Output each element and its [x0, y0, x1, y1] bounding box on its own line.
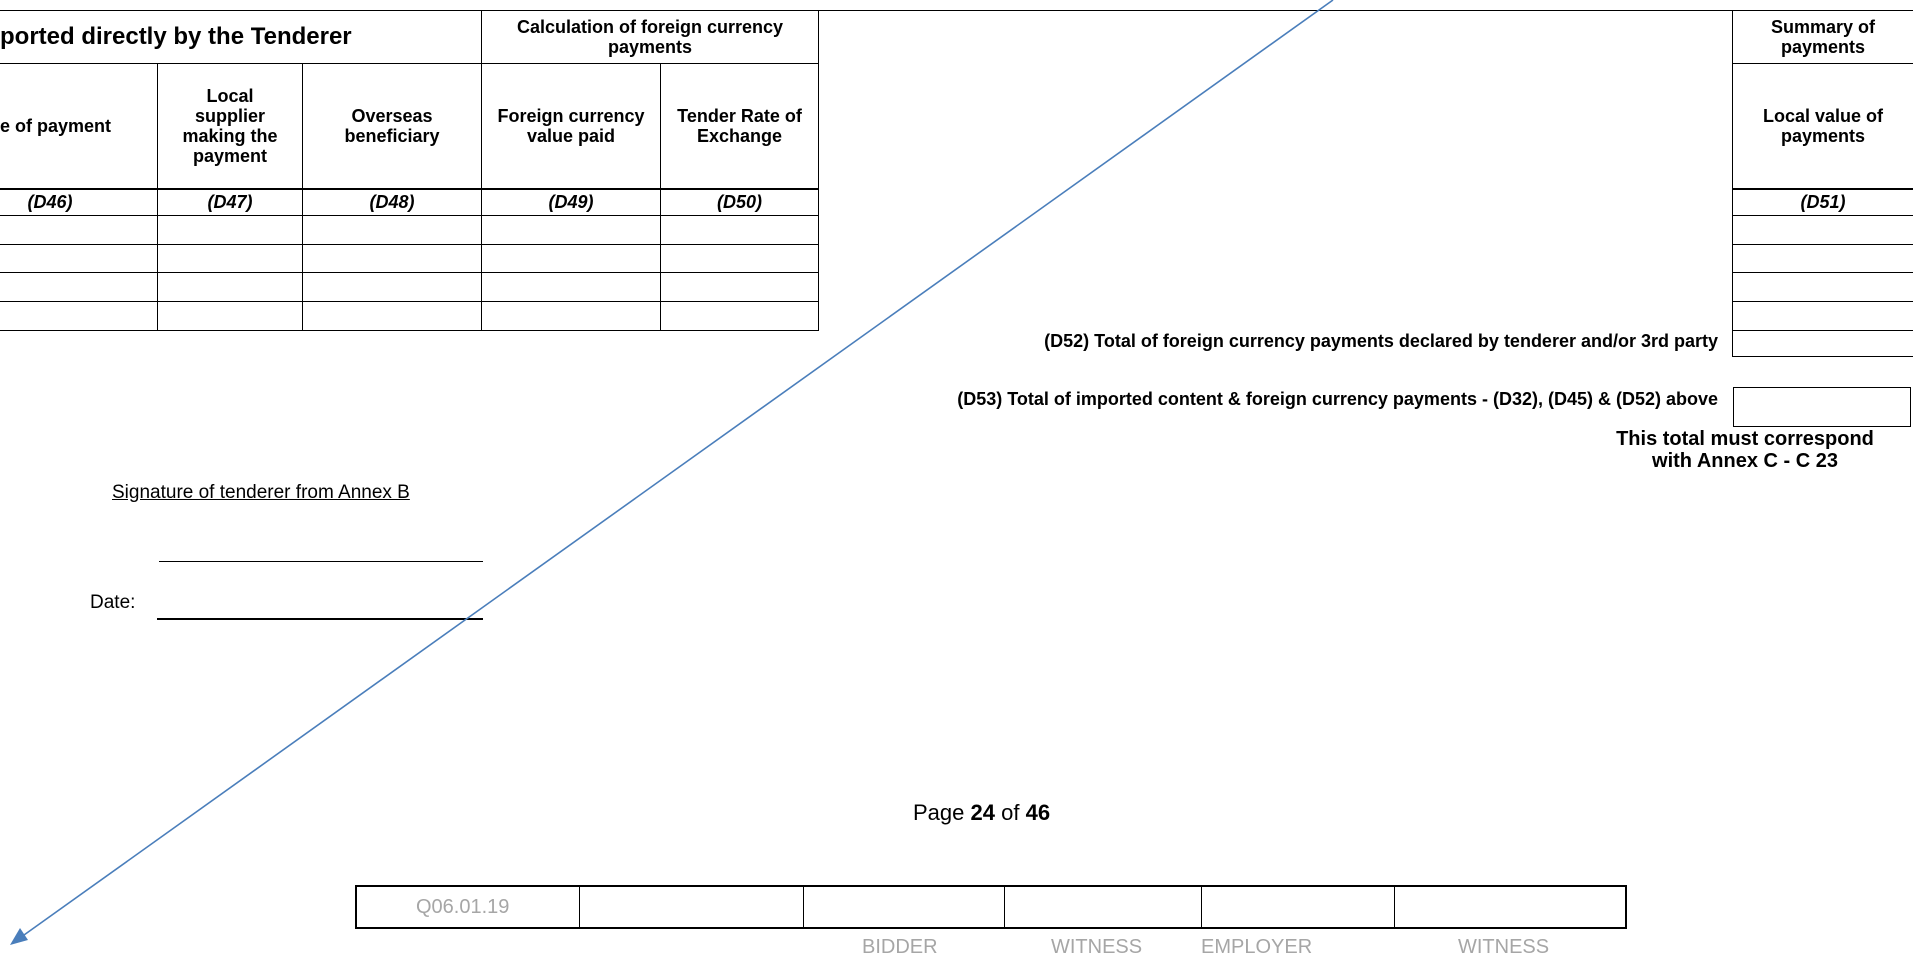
page-current: 24	[970, 800, 995, 825]
code-d48: (D48)	[369, 192, 415, 212]
code-d51: (D51)	[1800, 192, 1846, 212]
code-d46: (D46)	[27, 192, 73, 212]
d53-total-field[interactable]	[1733, 387, 1911, 427]
correspond-note-line1: This total must correspond	[1616, 428, 1874, 450]
signature-label: Signature of tenderer from Annex B	[112, 482, 410, 503]
page-number: Page 24 of 46	[913, 800, 1050, 826]
correspond-note-line2: with Annex C - C 23	[1652, 450, 1838, 472]
signature-line	[159, 561, 483, 562]
summary-group-title: Summary of payments	[1770, 16, 1876, 57]
arrow-head-icon	[10, 928, 28, 945]
col-header-overseas-beneficiary: Overseas beneficiary	[344, 106, 440, 146]
group-title-foreign-currency: Calculation of foreign currency payments	[516, 16, 784, 57]
date-label: Date:	[90, 592, 136, 613]
group-title-imported: ported directly by the Tenderer	[0, 10, 480, 63]
col-header-local-value: Local value of payments	[1762, 106, 1884, 146]
code-d49: (D49)	[548, 192, 594, 212]
code-d47: (D47)	[207, 192, 253, 212]
col-header-tender-rate: Tender Rate of Exchange	[677, 106, 802, 146]
col-header-date-of-payment: e of payment	[0, 116, 112, 136]
group-title-imported-text: ported directly by the Tenderer	[0, 22, 352, 50]
page-of: of	[1001, 800, 1020, 825]
correspond-note: This total must correspond with Annex C …	[1590, 428, 1900, 472]
page-prefix: Page	[913, 800, 965, 825]
col-header-foreign-currency-value: Foreign currency value paid	[497, 106, 645, 146]
footer-ref: Q06.01.19	[416, 896, 510, 918]
code-d50: (D50)	[716, 192, 762, 212]
date-line	[157, 618, 483, 620]
d53-total-label: (D53) Total of imported content & foreig…	[957, 389, 1718, 409]
page-total: 46	[1025, 800, 1051, 825]
d52-total-label: (D52) Total of foreign currency payments…	[1044, 331, 1718, 351]
col-header-local-supplier: Local supplier making the payment	[182, 86, 278, 166]
